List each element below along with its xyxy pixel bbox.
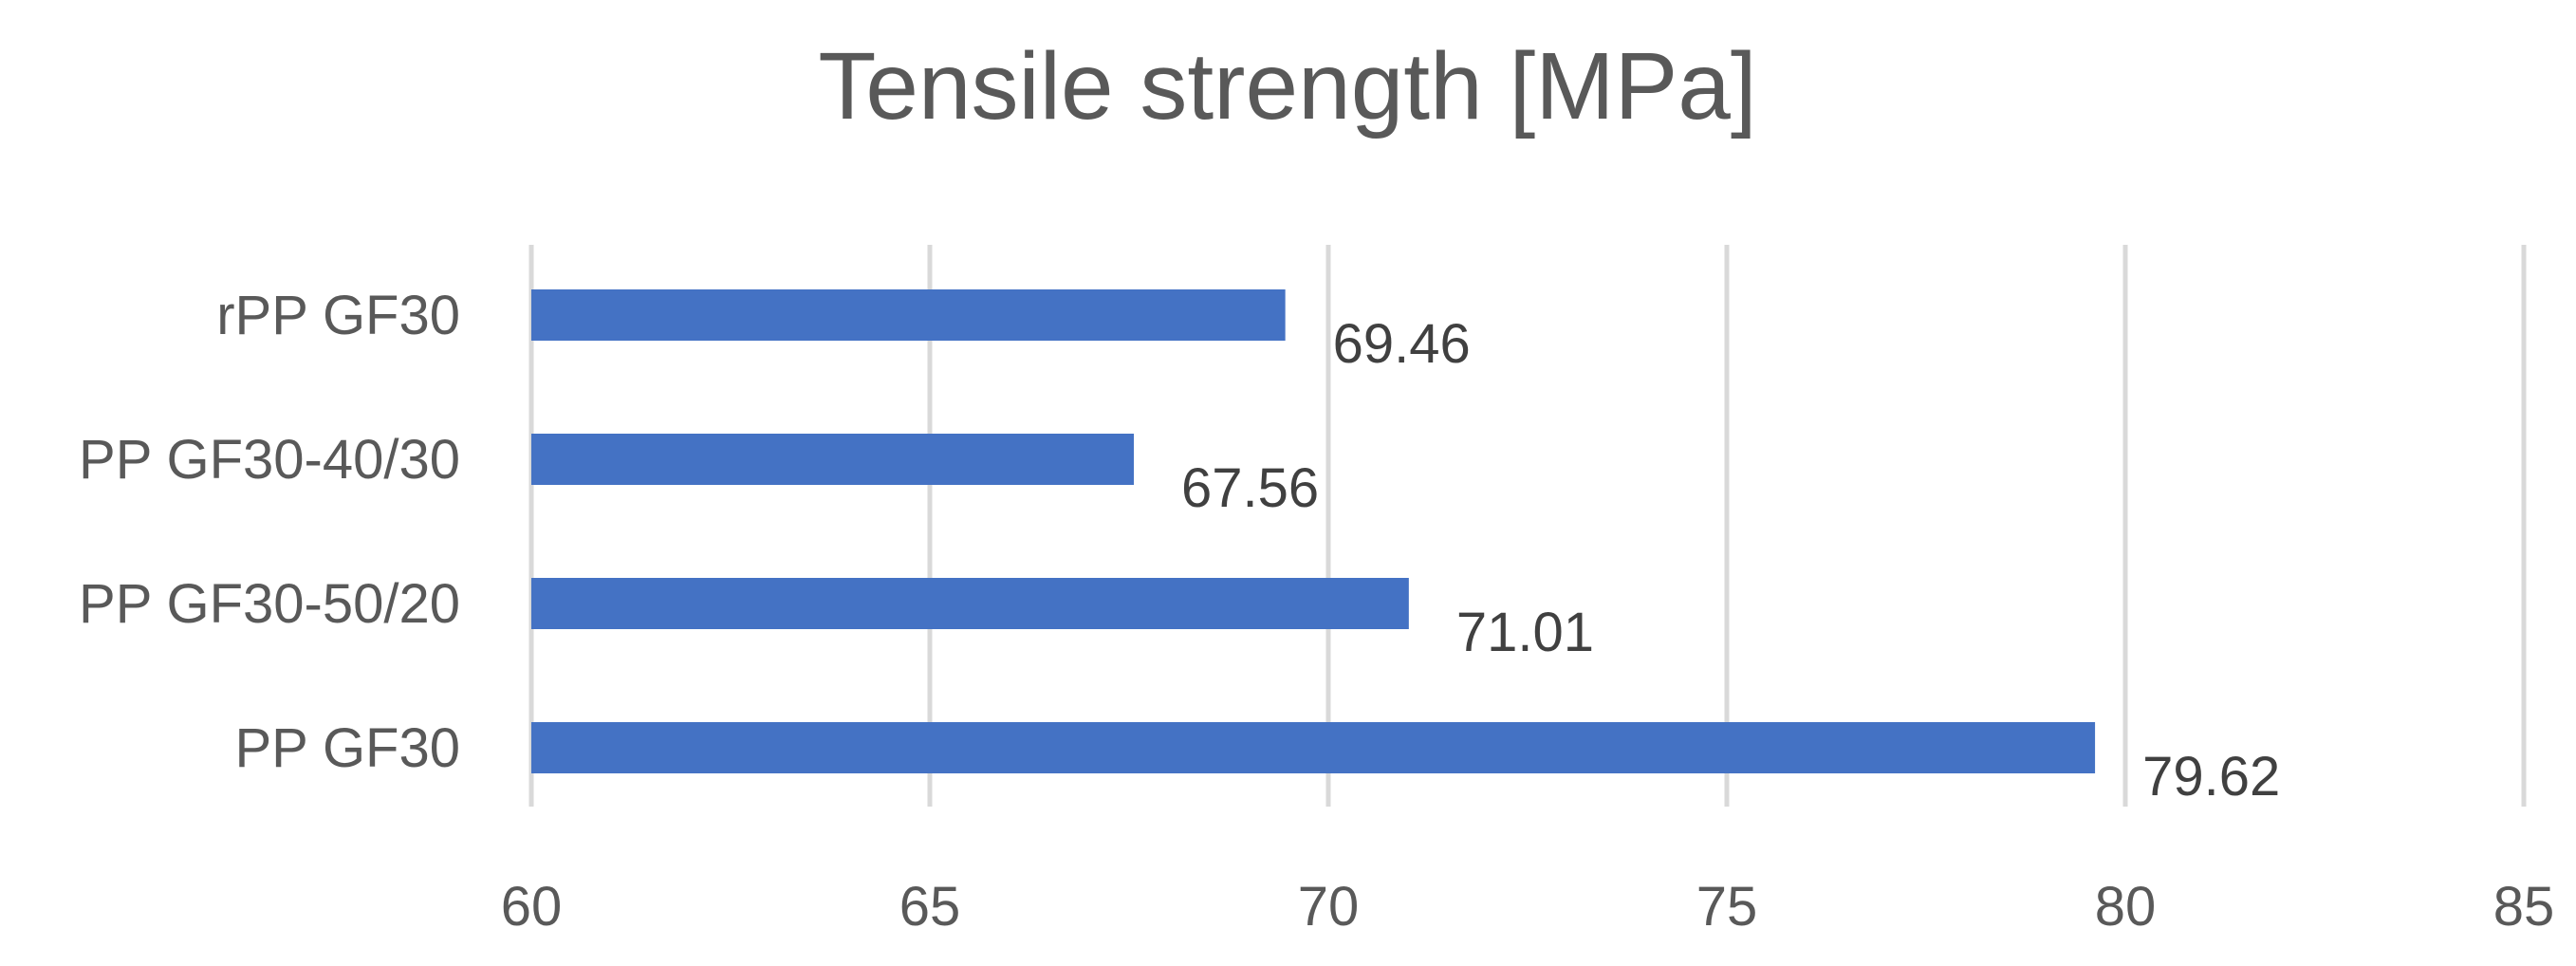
category-label-3: PP GF30	[235, 717, 461, 779]
bar-2	[531, 578, 1409, 629]
data-label-3: 79.62	[2142, 746, 2280, 808]
data-labels: 69.46 67.56 71.01 79.62	[1181, 313, 2280, 808]
x-tick-label-80: 80	[2095, 876, 2157, 938]
x-tick-label-75: 75	[1696, 876, 1758, 938]
category-label-0: rPP GF30	[216, 285, 460, 346]
x-tick-label-65: 65	[899, 876, 961, 938]
data-label-0: 69.46	[1333, 313, 1471, 375]
bars	[531, 289, 2096, 773]
bar-0	[531, 289, 1286, 341]
x-axis-tick-labels: 60 65 70 75 80 85	[501, 876, 2555, 938]
x-tick-label-60: 60	[501, 876, 563, 938]
category-label-2: PP GF30-50/20	[79, 573, 460, 635]
bar-1	[531, 434, 1135, 485]
data-label-2: 71.01	[1456, 602, 1594, 663]
chart-title: Tensile strength [MPa]	[818, 33, 1756, 139]
x-tick-label-85: 85	[2493, 876, 2555, 938]
category-labels: rPP GF30 PP GF30-40/30 PP GF30-50/20 PP GF3…	[79, 285, 460, 779]
x-tick-label-70: 70	[1298, 876, 1360, 938]
bar-3	[531, 722, 2096, 773]
data-label-1: 67.56	[1181, 457, 1319, 519]
category-label-1: PP GF30-40/30	[79, 429, 460, 491]
